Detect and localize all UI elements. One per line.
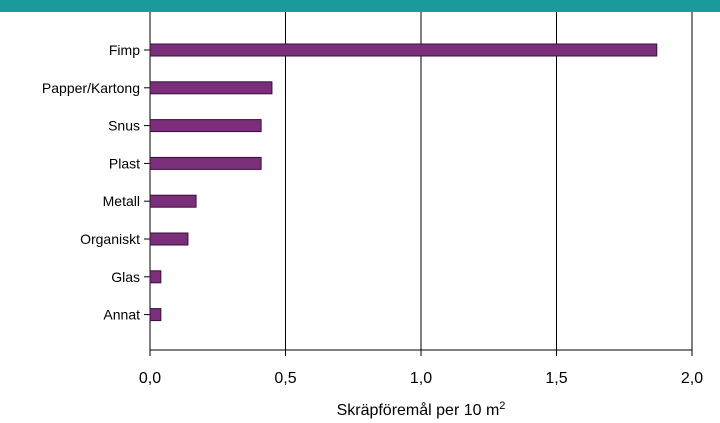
category-label-2: Snus (108, 118, 140, 134)
category-label-4: Metall (103, 193, 140, 209)
x-axis-title-superscript: 2 (499, 400, 505, 412)
bar-plast (149, 156, 262, 170)
x-axis-title: Skräpföremål per 10 m2 (337, 400, 506, 419)
category-label-7: Annat (103, 307, 140, 323)
x-tick-labels: 0,0 0,5 1,0 1,5 2,0 (139, 370, 703, 387)
bar-annat (149, 308, 162, 322)
x-tick-label-2: 1,0 (410, 370, 432, 387)
bar-fimp (149, 43, 658, 57)
bar-metall (149, 194, 197, 208)
bar-organiskt (149, 232, 189, 246)
bar-glas (149, 270, 162, 284)
category-label-5: Organiskt (80, 231, 140, 247)
category-label-0: Fimp (109, 42, 140, 58)
x-axis-title-text: Skräpföremål per 10 m (337, 401, 500, 419)
grid-lines (144, 12, 693, 356)
x-tick-label-4: 2,0 (681, 370, 703, 387)
bar-snus (149, 119, 262, 133)
x-tick-label-0: 0,0 (139, 370, 161, 387)
category-label-6: Glas (111, 269, 140, 285)
bars (149, 43, 658, 322)
category-label-3: Plast (109, 155, 140, 171)
category-label-1: Papper/Kartong (42, 80, 140, 96)
x-tick-label-1: 0,5 (274, 370, 296, 387)
x-tick-label-3: 1,5 (545, 370, 567, 387)
header-band (0, 0, 720, 12)
bar-papper-kartong (149, 81, 273, 95)
category-labels: Fimp Papper/Kartong Snus Plast Metall Organis… (42, 42, 140, 323)
